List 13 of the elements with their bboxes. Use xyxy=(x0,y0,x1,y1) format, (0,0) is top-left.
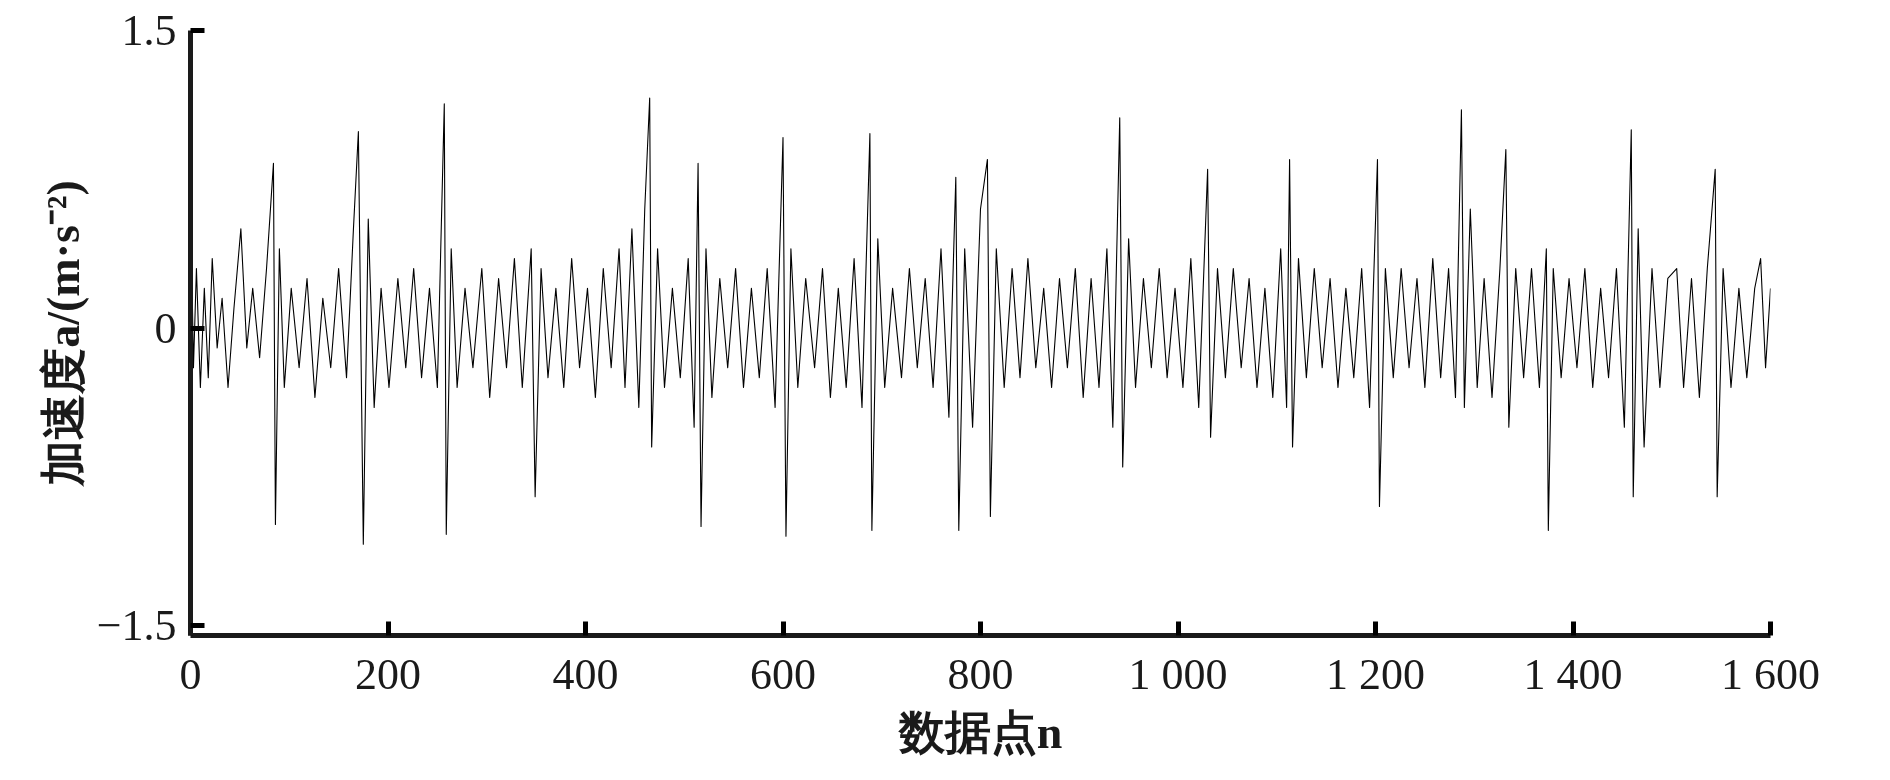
y-tick-label: 0 xyxy=(154,303,177,353)
x-tick-label: 200 xyxy=(355,649,421,699)
y-tick-label: 1.5 xyxy=(121,6,177,55)
x-tick-label: 1 000 xyxy=(1128,649,1228,699)
x-tick-label: 1 200 xyxy=(1326,649,1425,699)
x-tick-label: 400 xyxy=(552,649,619,699)
x-tick-label: 600 xyxy=(750,649,816,699)
x-tick-label: 1 400 xyxy=(1523,649,1623,699)
x-axis-title: 数据点n xyxy=(897,706,1063,758)
x-tick-label: 800 xyxy=(947,649,1014,699)
y-axis-title: 加速度a/(m·s⁻²) xyxy=(37,180,89,488)
x-tick-label: 1 600 xyxy=(1721,649,1820,699)
y-tick-label: −1.5 xyxy=(96,601,177,651)
